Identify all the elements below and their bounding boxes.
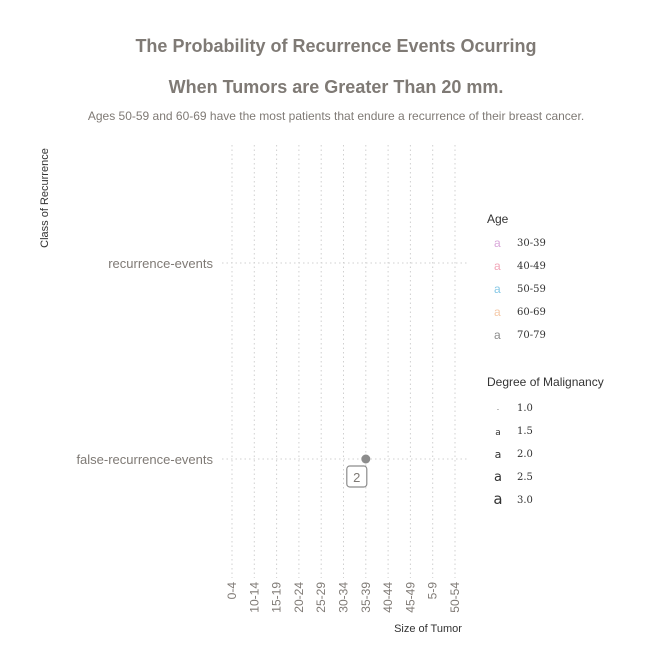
malignancy-legend-label: 1.5 [517, 426, 533, 437]
x-tick-label: 20-24 [292, 582, 306, 613]
malignancy-legend-key: a [494, 470, 502, 485]
age-legend-label: 40-49 [517, 261, 546, 272]
age-legend-key: a [494, 236, 501, 250]
chart-subtitle: Ages 50-59 and 60-69 have the most patie… [87, 109, 585, 123]
age-legend-label: 60-69 [517, 307, 546, 318]
x-tick-label: 45-49 [403, 582, 417, 613]
grid-lines [222, 145, 468, 578]
y-axis-ticks: false-recurrence-events recurrence-events [76, 256, 213, 467]
age-legend-key: a [494, 282, 501, 296]
age-legend-label: 30-39 [517, 238, 546, 249]
age-legend-label: 50-59 [517, 284, 546, 295]
data-label: 2 [353, 470, 360, 485]
y-tick-label: false-recurrence-events [76, 452, 213, 467]
x-axis-title: Size of Tumor [394, 623, 462, 635]
x-tick-label: 10-14 [247, 582, 261, 613]
age-legend-key: a [494, 259, 501, 273]
age-legend-title: Age [487, 212, 509, 226]
malignancy-legend-label: 3.0 [517, 495, 533, 506]
malignancy-legend: Degree of Malignancy · 1.0 a 1.5 a 2.0 a 2.5 a 3.0 [487, 375, 604, 508]
malignancy-legend-key: a [495, 448, 502, 461]
x-tick-label: 0-4 [225, 582, 239, 600]
malignancy-legend-key: · [497, 406, 499, 414]
data-points: 2 [346, 454, 371, 488]
chart-title-line-2: When Tumors are Greater Than 20 mm. [168, 77, 504, 97]
malignancy-legend-label: 2.0 [517, 449, 533, 460]
x-tick-label: 35-39 [359, 582, 373, 613]
age-legend-key: a [494, 328, 501, 342]
age-legend-key: a [494, 305, 501, 319]
x-tick-label: 15-19 [270, 582, 284, 613]
malignancy-legend-title: Degree of Malignancy [487, 375, 604, 389]
x-tick-label: 30-34 [337, 582, 351, 613]
chart-title-line-1: The Probability of Recurrence Events Ocu… [135, 36, 537, 56]
x-tick-label: 5-9 [426, 582, 440, 600]
x-tick-label: 50-54 [448, 582, 462, 613]
y-axis-title: Class of Recurrence [39, 148, 51, 248]
data-label-box [346, 465, 368, 488]
age-legend-label: 70-79 [517, 330, 546, 341]
data-point [361, 454, 371, 464]
x-axis-ticks: 0-4 10-14 15-19 20-24 25-29 30-34 35-39 40-44 45… [225, 582, 462, 613]
malignancy-legend-label: 1.0 [517, 403, 533, 414]
age-legend: Age a 30-39 a 40-49 a 50-59 a 60-69 a 70-79 [487, 212, 546, 342]
x-tick-label: 25-29 [314, 582, 328, 613]
malignancy-legend-key: a [493, 490, 502, 508]
y-tick-label: recurrence-events [108, 256, 213, 271]
malignancy-legend-key: a [495, 428, 501, 438]
x-tick-label: 40-44 [381, 582, 395, 613]
malignancy-legend-label: 2.5 [517, 472, 533, 483]
